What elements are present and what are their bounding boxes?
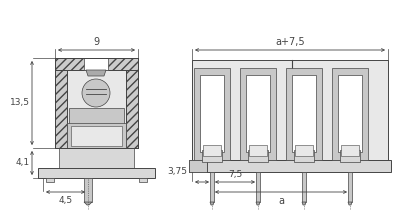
Polygon shape	[210, 172, 214, 202]
Text: 7,5: 7,5	[228, 170, 242, 179]
Polygon shape	[67, 123, 126, 148]
Polygon shape	[338, 75, 362, 152]
Polygon shape	[203, 145, 221, 156]
Polygon shape	[256, 202, 260, 205]
Polygon shape	[210, 202, 214, 205]
Polygon shape	[348, 172, 352, 202]
Polygon shape	[256, 172, 260, 202]
Polygon shape	[202, 150, 222, 162]
Polygon shape	[189, 160, 207, 172]
Polygon shape	[292, 60, 388, 160]
Polygon shape	[86, 70, 106, 76]
Polygon shape	[38, 168, 155, 178]
Polygon shape	[240, 68, 276, 160]
Polygon shape	[84, 178, 92, 202]
Text: 3,75: 3,75	[167, 167, 187, 176]
Polygon shape	[292, 75, 316, 152]
Polygon shape	[249, 145, 267, 156]
Text: 4,1: 4,1	[16, 159, 30, 168]
Polygon shape	[84, 202, 92, 205]
Polygon shape	[126, 70, 138, 148]
Polygon shape	[302, 172, 306, 202]
Text: 13,5: 13,5	[10, 98, 30, 108]
Text: a+7,5: a+7,5	[275, 37, 305, 47]
Polygon shape	[194, 68, 230, 160]
Polygon shape	[286, 68, 322, 160]
Text: 9: 9	[94, 37, 100, 47]
Polygon shape	[55, 70, 67, 148]
Polygon shape	[55, 58, 138, 70]
Polygon shape	[200, 75, 224, 152]
Polygon shape	[248, 150, 268, 162]
Polygon shape	[340, 150, 360, 162]
Polygon shape	[341, 145, 359, 156]
Text: 4,5: 4,5	[58, 196, 72, 205]
Polygon shape	[302, 202, 306, 205]
Polygon shape	[189, 160, 391, 172]
Polygon shape	[294, 150, 314, 162]
Polygon shape	[332, 68, 368, 160]
Text: a: a	[278, 196, 284, 206]
Polygon shape	[84, 58, 108, 70]
Polygon shape	[192, 60, 292, 160]
Polygon shape	[139, 178, 147, 182]
Polygon shape	[71, 126, 122, 146]
Polygon shape	[46, 178, 54, 182]
Polygon shape	[246, 75, 270, 152]
Polygon shape	[59, 148, 134, 168]
Polygon shape	[348, 202, 352, 205]
Polygon shape	[69, 108, 124, 148]
Polygon shape	[67, 70, 126, 148]
Polygon shape	[295, 145, 313, 156]
Circle shape	[82, 79, 110, 107]
